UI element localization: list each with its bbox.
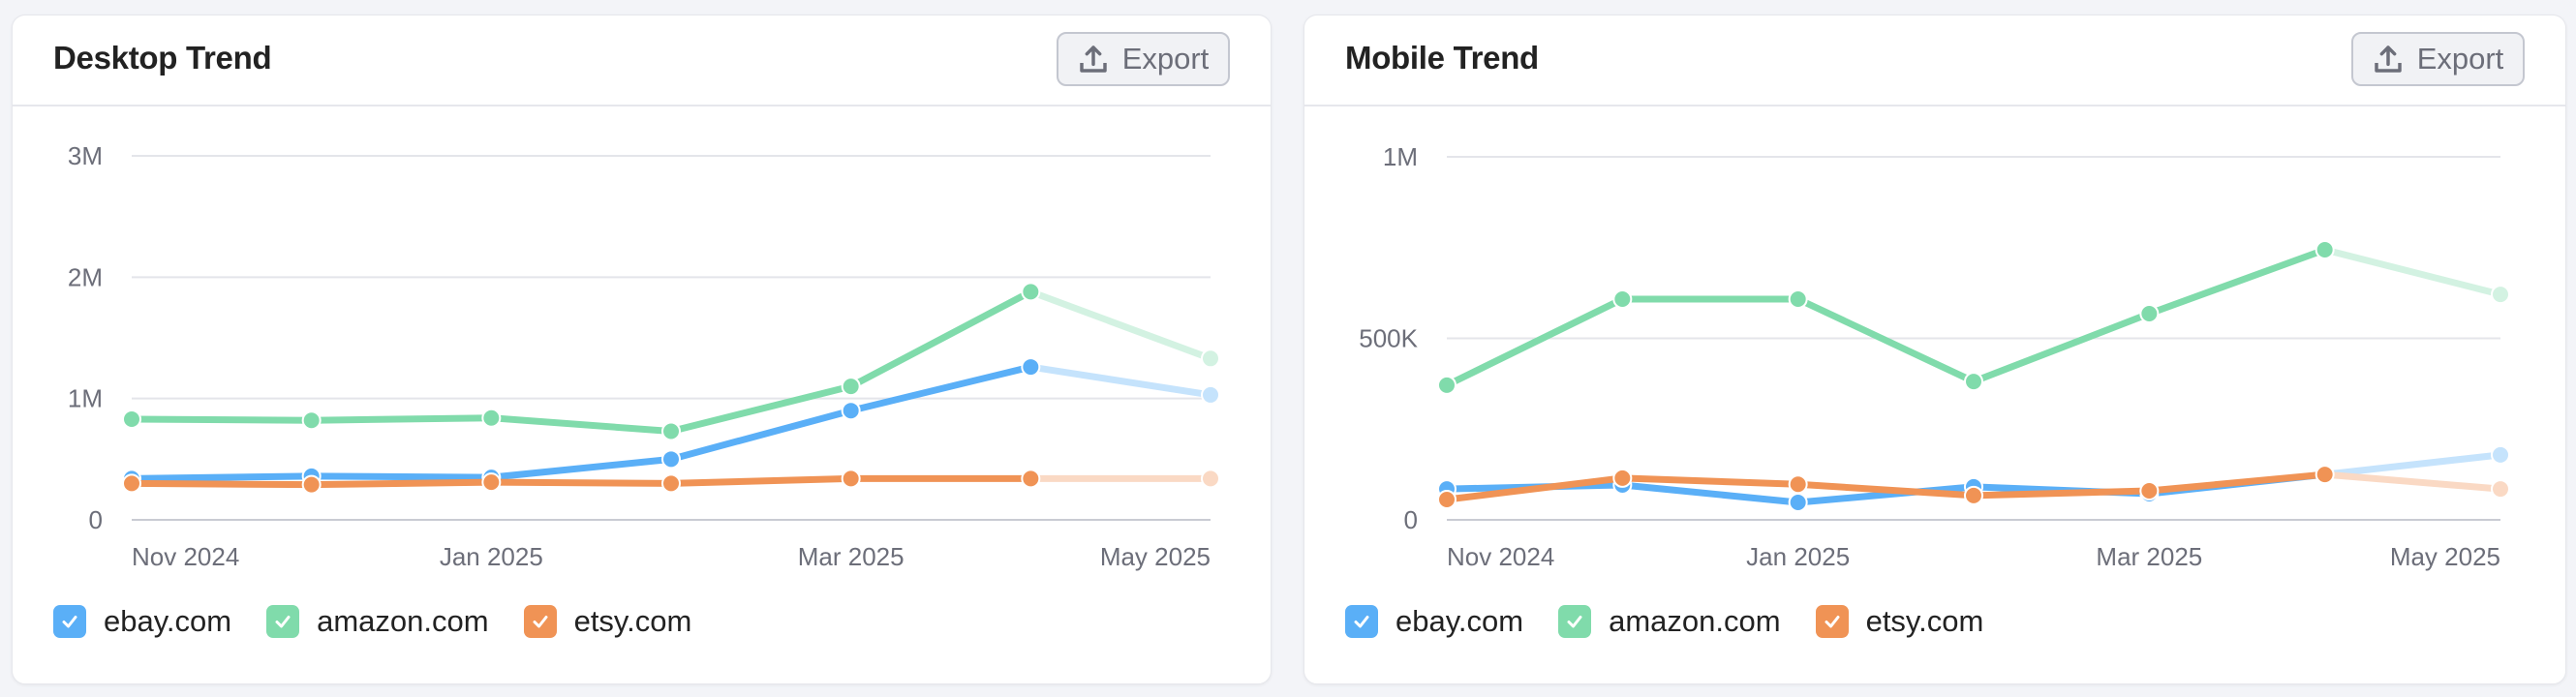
data-point[interactable] — [1612, 289, 1633, 309]
checkmark-icon — [62, 616, 77, 628]
export-button[interactable]: Export — [2351, 32, 2525, 86]
mobile-trend-card: Mobile Trend Export 0 500K 1M Nov 2024 Jan 2… — [1303, 15, 2566, 684]
legend-label: amazon.com — [1609, 604, 1781, 638]
legend-item-amazon[interactable]: amazon.com — [266, 604, 489, 639]
series-amazon — [1437, 240, 2510, 395]
data-point[interactable] — [122, 409, 141, 429]
data-point[interactable] — [841, 401, 861, 421]
series-etsy — [122, 469, 1220, 495]
data-point[interactable] — [2491, 444, 2510, 465]
y-tick-label: 0 — [89, 505, 103, 534]
legend: ebay.com amazon.com etsy.com — [53, 604, 691, 639]
data-point[interactable] — [661, 449, 681, 470]
y-tick-label: 2M — [68, 262, 103, 291]
data-point[interactable] — [841, 377, 861, 397]
series-etsy — [1437, 465, 2510, 509]
legend-item-etsy[interactable]: etsy.com — [523, 604, 692, 639]
data-point[interactable] — [1788, 474, 1808, 495]
data-point[interactable] — [481, 408, 502, 428]
legend-checkbox[interactable] — [1345, 605, 1378, 638]
y-tick-label: 1M — [1383, 142, 1418, 171]
x-tick-label: May 2025 — [2390, 542, 2500, 571]
legend-label: etsy.com — [573, 604, 692, 638]
card-header: Desktop Trend Export — [13, 15, 1271, 106]
data-point[interactable] — [1201, 384, 1220, 405]
legend-label: etsy.com — [1865, 604, 1984, 638]
checkmark-icon — [1567, 616, 1582, 628]
export-button[interactable]: Export — [1057, 32, 1230, 86]
data-point[interactable] — [2491, 285, 2510, 305]
checkmark-icon — [533, 616, 548, 628]
data-point[interactable] — [1437, 375, 1457, 395]
legend-item-ebay[interactable]: ebay.com — [53, 604, 231, 639]
card-title: Desktop Trend — [53, 40, 272, 76]
legend: ebay.com amazon.com etsy.com — [1345, 604, 1983, 639]
export-label: Export — [1121, 42, 1210, 76]
data-point[interactable] — [2315, 465, 2335, 485]
data-point[interactable] — [1021, 357, 1041, 378]
legend-checkbox[interactable] — [53, 605, 86, 638]
data-point[interactable] — [1788, 493, 1808, 512]
checkmark-icon — [275, 616, 291, 628]
data-point[interactable] — [122, 473, 141, 494]
data-point[interactable] — [1788, 289, 1808, 309]
x-tick-label: Nov 2024 — [132, 542, 239, 571]
legend-item-amazon[interactable]: amazon.com — [1558, 604, 1781, 639]
data-point[interactable] — [2315, 240, 2335, 259]
y-tick-label: 0 — [1404, 505, 1418, 534]
legend-label: amazon.com — [317, 604, 489, 638]
data-point[interactable] — [1201, 348, 1220, 369]
y-tick-label: 3M — [68, 141, 103, 170]
y-tick-label: 500K — [1359, 324, 1418, 353]
series-amazon — [122, 282, 1220, 441]
x-tick-label: May 2025 — [1100, 542, 1211, 571]
legend-checkbox[interactable] — [266, 605, 300, 638]
checkmark-icon — [1354, 616, 1369, 628]
checkmark-icon — [1825, 616, 1840, 628]
data-point[interactable] — [2139, 304, 2160, 323]
x-tick-label: Mar 2025 — [798, 542, 905, 571]
x-tick-label: Jan 2025 — [440, 542, 543, 571]
legend-checkbox[interactable] — [523, 605, 557, 638]
data-point[interactable] — [1964, 372, 1983, 392]
card-header: Mobile Trend Export — [1304, 15, 2565, 106]
data-point[interactable] — [2139, 481, 2160, 500]
x-tick-label: Nov 2024 — [1447, 542, 1554, 571]
data-point[interactable] — [481, 472, 502, 493]
data-point[interactable] — [301, 474, 322, 495]
y-tick-label: 1M — [68, 384, 103, 413]
data-point[interactable] — [301, 410, 322, 431]
legend-label: ebay.com — [1395, 604, 1524, 638]
card-title: Mobile Trend — [1345, 40, 1539, 76]
upload-icon — [1079, 45, 1107, 73]
legend-item-etsy[interactable]: etsy.com — [1815, 604, 1984, 639]
data-point[interactable] — [661, 473, 681, 494]
data-point[interactable] — [1021, 469, 1041, 489]
legend-label: ebay.com — [104, 604, 232, 638]
mobile-line-chart[interactable]: 0 500K 1M Nov 2024 Jan 2025 Mar 2025 May 2025 — [1304, 15, 2565, 596]
x-tick-label: Mar 2025 — [2096, 542, 2202, 571]
desktop-trend-card: Desktop Trend Export 0 1M 2M 3M Nov 2024 Jan … — [12, 15, 1272, 684]
data-point[interactable] — [1612, 468, 1633, 488]
legend-checkbox[interactable] — [1558, 605, 1592, 638]
x-tick-label: Jan 2025 — [1746, 542, 1850, 571]
data-point[interactable] — [1964, 485, 1983, 505]
upload-icon — [2374, 45, 2402, 73]
data-point[interactable] — [2491, 479, 2510, 500]
data-point[interactable] — [1021, 282, 1041, 302]
data-point[interactable] — [1201, 469, 1220, 489]
data-point[interactable] — [1437, 490, 1457, 509]
data-point[interactable] — [841, 469, 861, 489]
legend-checkbox[interactable] — [1815, 605, 1849, 638]
data-point[interactable] — [661, 421, 681, 441]
export-label: Export — [2416, 42, 2504, 76]
legend-item-ebay[interactable]: ebay.com — [1345, 604, 1523, 639]
desktop-line-chart[interactable]: 0 1M 2M 3M Nov 2024 Jan 2025 Mar 2025 May 2025 — [13, 15, 1271, 596]
